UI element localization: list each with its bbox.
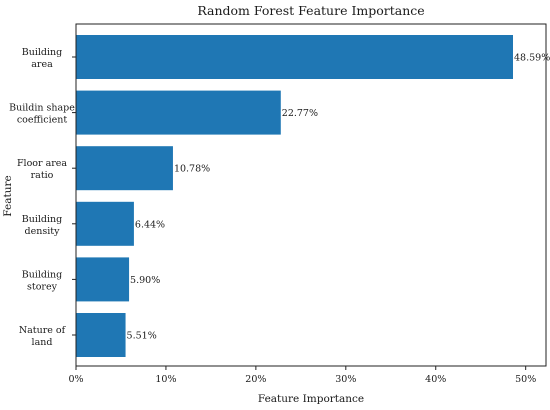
data-label: 48.59% — [514, 53, 550, 64]
x-tick-label: 10% — [155, 374, 176, 385]
x-axis-label: Feature Importance — [258, 393, 364, 405]
y-tick-label: Building storey — [22, 269, 63, 292]
bar — [76, 35, 513, 79]
x-axis-ticks: 0% 10% 20% 30% 40% 50% — [68, 366, 536, 385]
bars-group: 48.59% 22.77% 10.78% 6.44% 5.90% 5.51% — [76, 35, 550, 357]
x-tick-label: 0% — [68, 374, 83, 385]
y-tick-label: Buildin shape coefficient — [9, 103, 75, 126]
x-tick-label: 50% — [515, 374, 536, 385]
plot-frame — [75, 23, 547, 367]
data-label: 22.77% — [282, 108, 318, 119]
y-tick-label: Nature of land — [19, 325, 67, 348]
y-tick-label: Building density — [22, 214, 63, 237]
bar — [76, 146, 173, 191]
y-tick-label: Floor area ratio — [17, 158, 67, 181]
bar — [76, 90, 281, 135]
data-label: 5.90% — [130, 275, 160, 286]
x-tick-label: 40% — [425, 374, 446, 385]
bar — [76, 201, 134, 246]
y-axis-ticks: Building area Buildin shape coefficient Floo… — [9, 47, 76, 348]
bar — [76, 313, 126, 357]
data-label: 5.51% — [127, 331, 157, 342]
chart-title: Random Forest Feature Importance — [197, 3, 424, 18]
y-tick-label: Building area — [22, 47, 63, 70]
x-tick-label: 20% — [245, 374, 266, 385]
x-tick-label: 30% — [335, 374, 356, 385]
data-label: 10.78% — [174, 164, 210, 175]
y-axis-label: Feature — [2, 175, 14, 216]
data-label: 6.44% — [135, 219, 165, 230]
bar — [76, 257, 130, 302]
